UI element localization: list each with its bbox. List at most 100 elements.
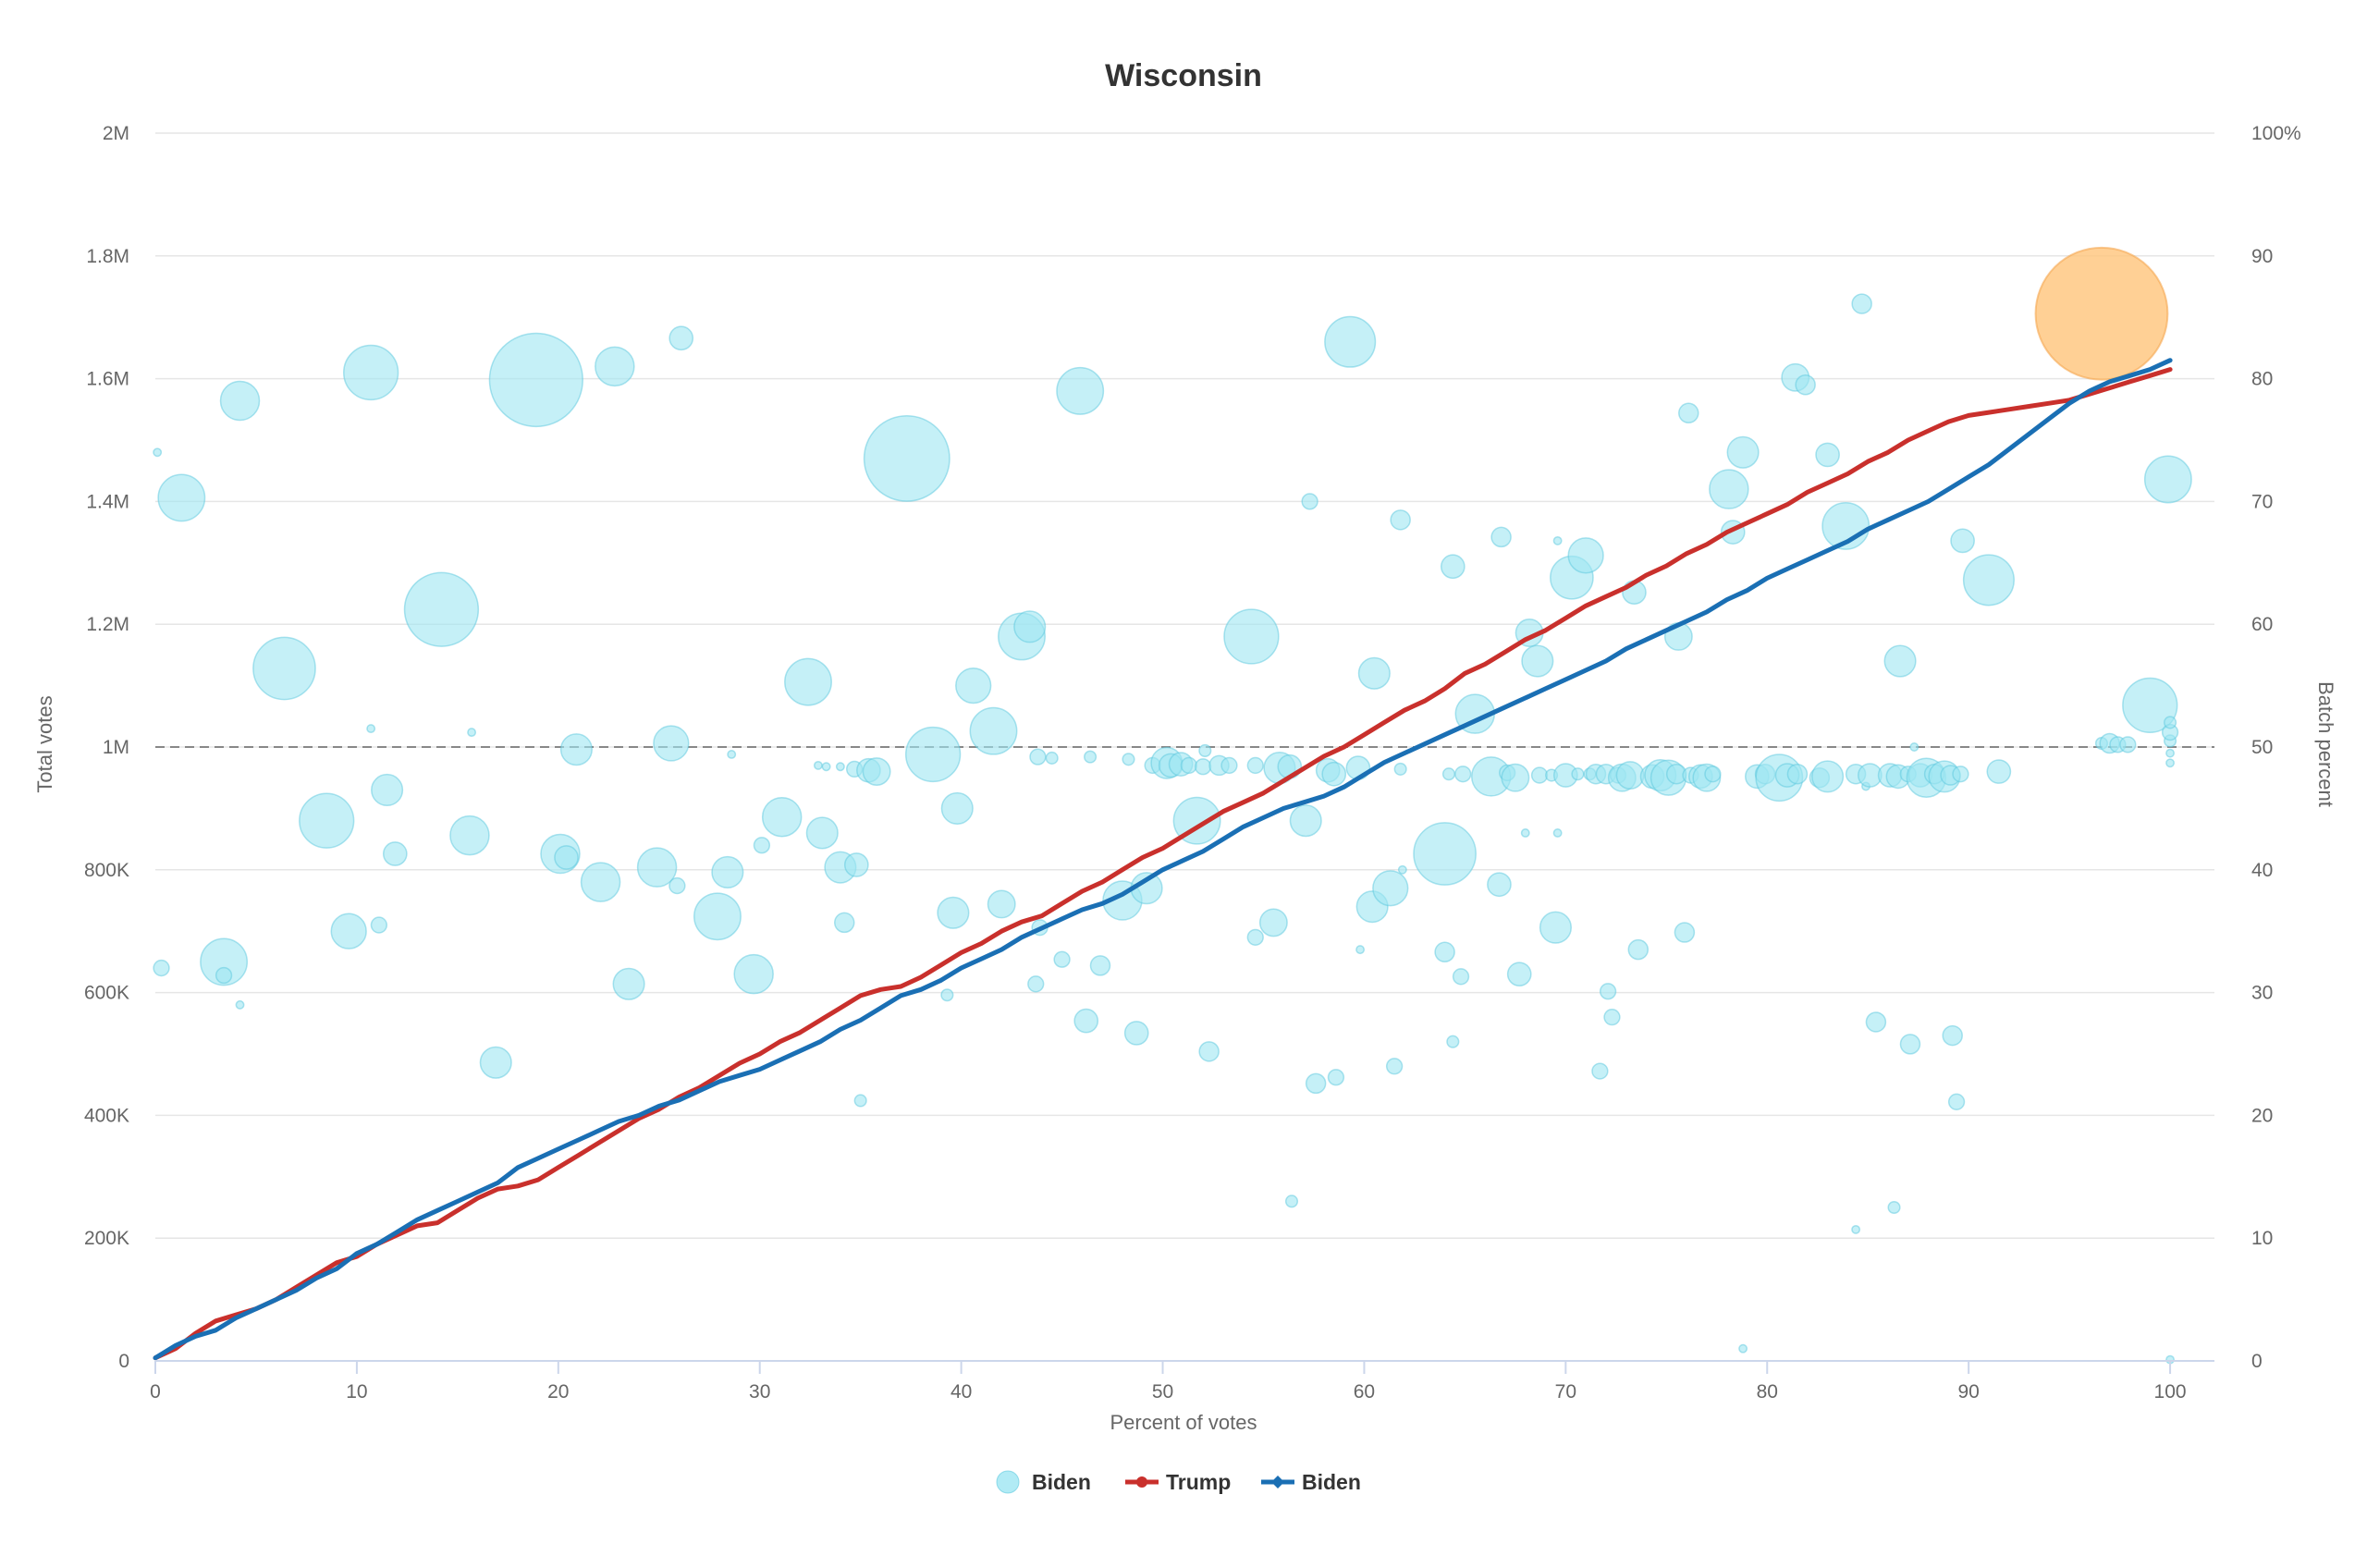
- bubble-point: [1950, 528, 1975, 554]
- bubble-point: [1851, 1224, 1861, 1234]
- bubble-point: [1887, 1200, 1901, 1215]
- bubble-point: [1246, 928, 1264, 946]
- bubble-point: [1947, 1093, 1966, 1110]
- y-tick-label: 1M: [103, 737, 129, 758]
- bubble-point: [1434, 941, 1455, 963]
- bubble-point: [1441, 767, 1456, 781]
- bubble-point: [595, 346, 635, 387]
- y2-axis-title: Batch percent: [2314, 681, 2337, 807]
- bubble-point: [1571, 767, 1585, 781]
- x-tick-label: 90: [1957, 1381, 1979, 1403]
- bubble-point: [1390, 509, 1411, 531]
- bubble-point: [382, 841, 408, 866]
- bubble-point: [753, 837, 771, 854]
- bubble-point: [449, 815, 490, 856]
- bubble-point: [1709, 469, 1749, 509]
- legend-item[interactable]: Trump: [1125, 1470, 1231, 1494]
- bubble-point: [955, 667, 992, 704]
- bubble-point: [1678, 402, 1699, 424]
- bubble-point: [1246, 756, 1264, 775]
- x-tick-label: 80: [1757, 1381, 1778, 1403]
- bubble-point: [371, 773, 404, 807]
- bubble-point: [727, 750, 737, 759]
- legend-symbol: [996, 1470, 1020, 1494]
- bubble-point: [937, 896, 970, 929]
- bubble-point: [1198, 1041, 1220, 1062]
- bubble-point: [2165, 748, 2176, 758]
- bubble-point: [1865, 1011, 1887, 1033]
- bubble-point: [1786, 763, 1809, 785]
- x-tick-label: 30: [749, 1381, 770, 1403]
- bubble-point: [863, 414, 950, 502]
- bubble-point: [1223, 608, 1280, 665]
- bubble-point: [1539, 911, 1572, 944]
- bubble-point: [1603, 1009, 1621, 1026]
- bubble-point: [987, 889, 1016, 919]
- bubble-point: [1013, 610, 1047, 643]
- bubble-point: [1501, 763, 1530, 792]
- legend-marker: [1271, 1476, 1284, 1488]
- bubble-point: [1301, 493, 1318, 510]
- bubble-point: [969, 706, 1018, 755]
- biden-line: [153, 358, 2173, 1361]
- y2-tick-label: 70: [2251, 491, 2273, 512]
- bubble-point: [733, 953, 774, 995]
- bubble-point: [1327, 1069, 1345, 1086]
- bubble-point: [2165, 758, 2176, 768]
- bubble-point: [1397, 864, 1407, 875]
- y2-tick-label: 100%: [2251, 123, 2301, 144]
- bubble-point: [1627, 938, 1650, 961]
- bubble-point: [1815, 442, 1840, 468]
- bubble-point: [1180, 756, 1198, 775]
- bubble-point: [1123, 1021, 1149, 1046]
- bubble-point: [1440, 554, 1466, 580]
- x-tick-label: 100: [2154, 1381, 2187, 1403]
- y-tick-label: 800K: [84, 860, 129, 881]
- bubble-point: [1909, 742, 1919, 752]
- x-tick-label: 70: [1555, 1381, 1576, 1403]
- bubble-point: [403, 571, 480, 647]
- bubble-point: [1986, 759, 2012, 784]
- y-tick-label: 200K: [84, 1228, 129, 1249]
- x-tick-label: 20: [547, 1381, 569, 1403]
- bubble-point: [1027, 975, 1045, 993]
- chart-title: Wisconsin: [1105, 58, 1262, 93]
- legend-item[interactable]: Biden: [1261, 1470, 1361, 1494]
- x-tick-label: 10: [346, 1381, 367, 1403]
- bubble-point: [1952, 766, 1969, 783]
- bubble-point: [1413, 822, 1477, 886]
- bubble-point: [1811, 760, 1845, 793]
- y-tick-label: 1.4M: [86, 491, 129, 512]
- y2-tick-label: 80: [2251, 369, 2273, 390]
- bubble-point: [1198, 743, 1212, 758]
- bubble-point: [1454, 766, 1472, 783]
- legend[interactable]: Biden Trump Biden: [996, 1470, 1361, 1494]
- bubble-point: [1795, 374, 1816, 396]
- bubble-point: [784, 657, 832, 706]
- y-tick-label: 0: [118, 1351, 129, 1372]
- bubble-point: [1674, 922, 1696, 943]
- bubble-point: [1321, 761, 1347, 787]
- bubble-point: [1073, 1008, 1099, 1034]
- bubble-point: [1355, 945, 1366, 955]
- bubble-point: [835, 762, 845, 772]
- bubble-point: [1615, 761, 1645, 790]
- bubble-point: [1942, 1024, 1963, 1047]
- bubble-point: [2122, 677, 2178, 733]
- bubble-point: [1506, 962, 1532, 987]
- bubble-point: [366, 724, 376, 734]
- bubble-point: [153, 959, 170, 977]
- bubble-point: [1599, 983, 1617, 1000]
- bubble-point: [1726, 435, 1760, 469]
- bubble-point: [157, 473, 206, 522]
- bubble-point: [1056, 366, 1105, 415]
- bubble-point: [153, 447, 163, 458]
- legend-item[interactable]: Biden: [996, 1470, 1091, 1494]
- bubble-point: [843, 852, 869, 877]
- bubble-point: [1704, 766, 1722, 783]
- bubble-point: [235, 999, 245, 1010]
- bubble-point: [488, 332, 583, 428]
- bubble-point: [761, 796, 803, 838]
- bubble-point: [1591, 1062, 1609, 1080]
- bubble-point: [1452, 968, 1470, 986]
